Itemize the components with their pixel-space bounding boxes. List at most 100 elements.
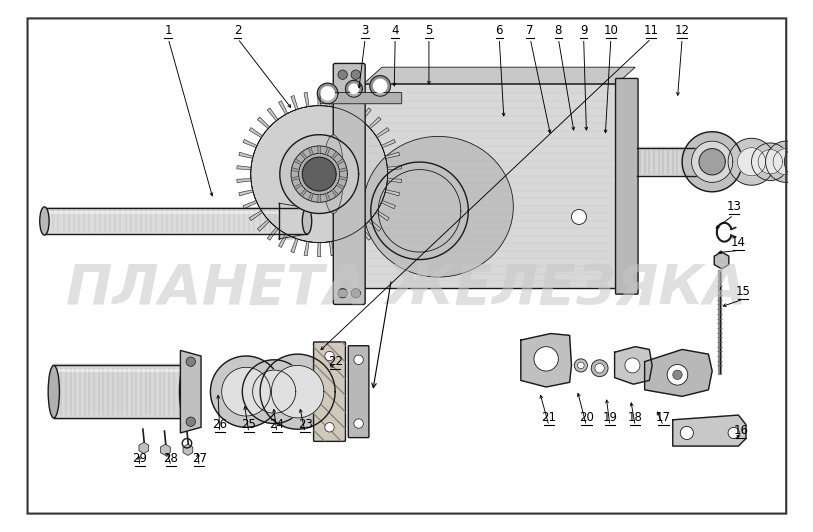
- Polygon shape: [366, 216, 381, 231]
- Text: 29: 29: [133, 452, 148, 465]
- Text: 22: 22: [328, 355, 342, 368]
- Polygon shape: [758, 149, 782, 174]
- Polygon shape: [325, 240, 336, 256]
- Circle shape: [351, 288, 360, 298]
- Ellipse shape: [40, 207, 49, 235]
- Text: 13: 13: [726, 201, 741, 213]
- Circle shape: [354, 419, 363, 428]
- Text: 15: 15: [736, 285, 750, 298]
- Polygon shape: [300, 152, 309, 161]
- Polygon shape: [237, 163, 252, 174]
- Polygon shape: [291, 96, 302, 111]
- Text: 11: 11: [644, 24, 659, 37]
- Text: 4: 4: [391, 24, 399, 37]
- Circle shape: [186, 417, 195, 426]
- Polygon shape: [521, 334, 572, 387]
- Polygon shape: [380, 139, 395, 152]
- Polygon shape: [357, 108, 372, 124]
- Polygon shape: [294, 159, 303, 167]
- Circle shape: [338, 70, 347, 79]
- Circle shape: [591, 360, 608, 377]
- Polygon shape: [793, 130, 813, 193]
- Polygon shape: [280, 135, 359, 213]
- Polygon shape: [335, 181, 344, 189]
- Polygon shape: [791, 152, 811, 172]
- Polygon shape: [242, 360, 306, 423]
- Polygon shape: [615, 347, 652, 384]
- Circle shape: [680, 426, 693, 439]
- Ellipse shape: [323, 135, 344, 213]
- Polygon shape: [302, 157, 336, 191]
- Polygon shape: [250, 128, 265, 142]
- Polygon shape: [300, 187, 309, 196]
- Text: 20: 20: [579, 411, 594, 425]
- Polygon shape: [338, 167, 347, 174]
- Polygon shape: [692, 141, 733, 182]
- Polygon shape: [211, 356, 281, 427]
- Circle shape: [667, 364, 688, 385]
- Text: 1: 1: [164, 24, 172, 37]
- Polygon shape: [267, 225, 282, 240]
- Circle shape: [351, 70, 360, 79]
- Text: 7: 7: [527, 24, 534, 37]
- Polygon shape: [243, 139, 259, 152]
- FancyBboxPatch shape: [348, 346, 369, 438]
- Polygon shape: [728, 138, 775, 185]
- Text: 6: 6: [495, 24, 503, 37]
- Circle shape: [625, 358, 640, 373]
- Polygon shape: [315, 194, 323, 202]
- Circle shape: [534, 347, 559, 371]
- Ellipse shape: [180, 365, 191, 418]
- Polygon shape: [380, 196, 395, 209]
- Polygon shape: [260, 354, 335, 429]
- FancyBboxPatch shape: [333, 63, 365, 304]
- Polygon shape: [222, 367, 271, 416]
- Polygon shape: [267, 108, 282, 124]
- Circle shape: [325, 351, 334, 361]
- Text: 26: 26: [212, 418, 228, 431]
- Circle shape: [595, 363, 604, 373]
- Text: 17: 17: [656, 411, 671, 425]
- Polygon shape: [294, 181, 303, 189]
- Polygon shape: [243, 196, 259, 209]
- Polygon shape: [302, 240, 314, 256]
- Polygon shape: [291, 237, 302, 253]
- Polygon shape: [323, 192, 330, 201]
- Text: 16: 16: [733, 423, 749, 437]
- Polygon shape: [308, 147, 315, 156]
- Text: 18: 18: [628, 411, 643, 425]
- Text: 12: 12: [675, 24, 689, 37]
- Polygon shape: [363, 67, 635, 84]
- Polygon shape: [239, 185, 254, 196]
- Polygon shape: [302, 93, 314, 107]
- Polygon shape: [682, 132, 742, 192]
- Circle shape: [338, 288, 347, 298]
- Circle shape: [354, 355, 363, 364]
- Polygon shape: [335, 159, 344, 167]
- Polygon shape: [346, 80, 363, 97]
- Polygon shape: [751, 143, 789, 180]
- Polygon shape: [785, 145, 813, 179]
- Text: 9: 9: [580, 24, 588, 37]
- FancyBboxPatch shape: [278, 202, 308, 240]
- FancyBboxPatch shape: [314, 342, 346, 442]
- Polygon shape: [291, 174, 300, 181]
- Polygon shape: [373, 206, 389, 221]
- Polygon shape: [317, 83, 338, 104]
- Polygon shape: [673, 415, 746, 446]
- Polygon shape: [370, 76, 390, 96]
- Text: 2: 2: [234, 24, 241, 37]
- FancyBboxPatch shape: [637, 147, 708, 177]
- Polygon shape: [766, 141, 806, 182]
- Polygon shape: [323, 147, 330, 156]
- Text: 19: 19: [602, 411, 617, 425]
- Text: 14: 14: [731, 236, 746, 249]
- Polygon shape: [346, 231, 360, 247]
- Polygon shape: [239, 152, 254, 163]
- Polygon shape: [279, 101, 292, 117]
- Polygon shape: [338, 174, 347, 181]
- Ellipse shape: [302, 208, 311, 234]
- Polygon shape: [387, 163, 402, 174]
- Polygon shape: [350, 84, 359, 94]
- Circle shape: [325, 422, 334, 432]
